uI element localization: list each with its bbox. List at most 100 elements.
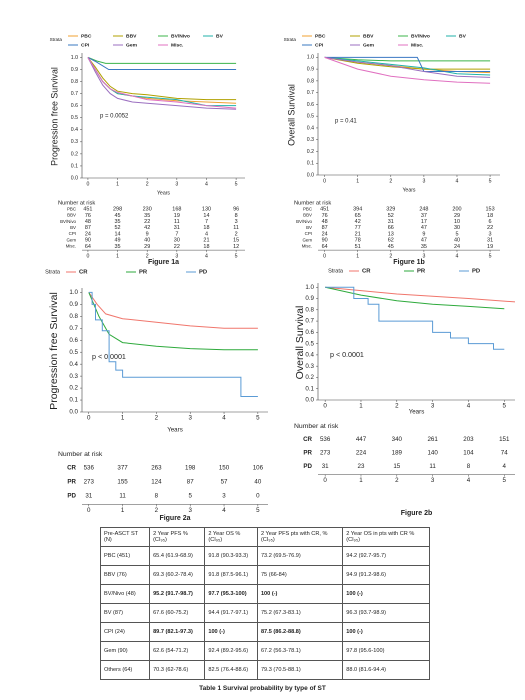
table-cell: 96.3 (93.7-98.9) — [342, 603, 430, 623]
risk-tick-label: 5 — [489, 253, 492, 259]
legend-label: PD — [199, 270, 207, 276]
y-tick-label: 0.3 — [305, 363, 314, 370]
risk-count: 8 — [467, 463, 471, 470]
risk-tick-label: 4 — [222, 507, 226, 514]
risk-count: 22 — [487, 225, 493, 231]
table-cell: 79.3 (70.5-88.1) — [256, 660, 344, 680]
risk-tick-label: 3 — [422, 253, 425, 259]
risk-count: 6 — [489, 219, 492, 225]
risk-count: 31 — [322, 463, 329, 470]
risk-count: 198 — [185, 465, 196, 472]
table-cell: BV (87) — [99, 603, 151, 623]
y-tick-label: 0.3 — [307, 137, 314, 143]
risk-count: 248 — [419, 207, 428, 213]
legend-label: CPI — [315, 42, 324, 48]
x-tick-label: 0 — [323, 178, 326, 184]
risk-row-label: CPI — [69, 231, 76, 236]
risk-count: 48 — [85, 219, 91, 225]
y-tick-label: 0.1 — [71, 163, 78, 169]
table-caption: Table 1 Survival probability by type of … — [199, 685, 326, 692]
table-cell: 91.8 (87.5-96.1) — [204, 565, 258, 585]
risk-table-title: Number at risk — [58, 201, 95, 207]
legend-label: BV — [459, 33, 467, 39]
x-tick-label: 5 — [503, 403, 507, 410]
risk-count: 47 — [421, 238, 427, 244]
y-tick-label: 0.5 — [307, 114, 314, 120]
table-cell: Others (64) — [99, 660, 151, 680]
risk-count: 203 — [463, 436, 474, 443]
risk-count: 230 — [143, 207, 152, 213]
y-tick-label: 0.4 — [69, 361, 78, 368]
risk-row-label: Gem — [302, 237, 312, 242]
risk-row-label: CR — [303, 436, 312, 443]
y-tick-label: 1.0 — [71, 55, 78, 61]
y-tick-label: 0.7 — [307, 90, 314, 96]
legend-label: Misc. — [171, 42, 184, 48]
risk-count: 298 — [113, 207, 122, 213]
legend-label: PBC — [315, 33, 326, 39]
risk-count: 76 — [85, 213, 91, 219]
figure-caption: Figure 2b — [401, 510, 433, 517]
risk-count: 65 — [355, 213, 361, 219]
risk-count: 30 — [174, 238, 180, 244]
risk-count: 35 — [115, 219, 121, 225]
risk-count: 64 — [322, 244, 328, 250]
legend-label: PR — [417, 269, 426, 275]
y-tick-label: 0.2 — [307, 149, 314, 155]
risk-tick-label: 4 — [456, 253, 459, 259]
risk-count: 536 — [320, 436, 331, 443]
x-tick-label: 0 — [86, 181, 89, 187]
survival-curve — [88, 291, 258, 397]
risk-row-label: PD — [67, 493, 76, 500]
risk-count: 273 — [320, 450, 331, 457]
risk-count: 5 — [188, 493, 192, 500]
risk-row-label: BBV — [303, 213, 312, 218]
risk-count: 31 — [174, 225, 180, 231]
risk-count: 377 — [117, 465, 128, 472]
risk-count: 66 — [388, 225, 394, 231]
risk-count: 37 — [421, 213, 427, 219]
table-cell: 94.2 (92.7-95.7) — [342, 546, 430, 566]
risk-tick-label: 2 — [395, 477, 399, 484]
x-tick-label: 2 — [395, 403, 399, 410]
table-cell: 67.2 (56.3-78.1) — [256, 641, 344, 661]
risk-tick-label: 3 — [188, 507, 192, 514]
survival-curve — [87, 57, 237, 101]
risk-tick-label: 3 — [431, 477, 435, 484]
x-tick-label: 3 — [422, 178, 425, 184]
figure-caption: Figure 2a — [159, 515, 190, 522]
legend-title: Strata — [328, 268, 344, 274]
risk-tick-label: 2 — [389, 253, 392, 259]
risk-count: 22 — [174, 244, 180, 250]
table-cell: 73.2 (69.5-76.9) — [256, 546, 344, 566]
table-cell: 94.4 (91.7-97.1) — [204, 603, 258, 623]
x-axis-title: Years — [167, 427, 183, 434]
risk-count: 90 — [322, 238, 328, 244]
x-tick-label: 3 — [188, 415, 192, 422]
risk-count: 13 — [388, 231, 394, 237]
survival-curve — [87, 57, 237, 109]
risk-count: 49 — [115, 238, 121, 244]
y-tick-label: 0.9 — [307, 66, 314, 72]
risk-count: 40 — [144, 238, 150, 244]
risk-count: 153 — [486, 207, 495, 213]
risk-count: 24 — [454, 244, 460, 250]
risk-count: 4 — [503, 463, 507, 470]
risk-count: 24 — [322, 231, 328, 237]
x-axis-title: Years — [402, 187, 415, 193]
risk-count: 21 — [203, 238, 209, 244]
table-cell: 100 (-) — [342, 584, 430, 604]
risk-row-label: BV — [70, 225, 76, 230]
risk-count: 52 — [115, 225, 121, 231]
risk-tick-label: 4 — [205, 253, 208, 259]
y-tick-label: 0.0 — [69, 409, 78, 416]
annotation: p = 0.41 — [335, 119, 357, 125]
y-axis-title: Progression free Survival — [49, 67, 59, 166]
risk-tick-label: 0 — [87, 507, 91, 514]
risk-row-label: Misc. — [302, 244, 312, 249]
legend-label: BV — [216, 33, 224, 39]
table-cell: 100 (-) — [342, 622, 430, 642]
y-tick-label: 0.4 — [305, 352, 314, 359]
header-cell: 2 Year PFS pts with CR, % (CI₉₅) — [256, 527, 344, 547]
risk-table-title: Number at risk — [58, 451, 103, 458]
